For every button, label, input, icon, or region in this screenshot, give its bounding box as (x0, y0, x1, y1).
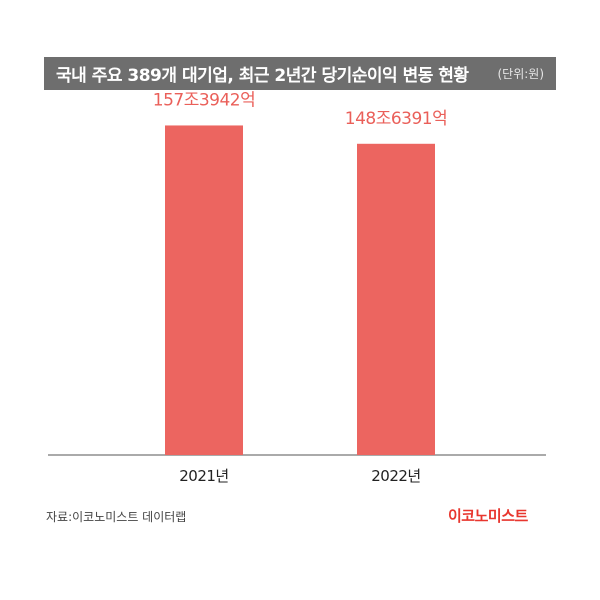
x-tick-label-1: 2021년 (179, 467, 228, 485)
brand-logo: 이코노미스트 (448, 507, 528, 525)
bar-2 (357, 143, 435, 456)
chart-title: 국내 주요 389개 대기업, 최근 2년간 당기순이익 변동 현황 (56, 66, 469, 86)
x-tick-label-2: 2022년 (371, 467, 420, 485)
data-label-1: 157조3942억 (153, 90, 256, 110)
source-note: 자료:이코노미스트 데이터랩 (46, 510, 187, 524)
bar-1 (165, 125, 243, 455)
unit-label: (단위:원) (497, 67, 544, 81)
chart-title-bar: 국내 주요 389개 대기업, 최근 2년간 당기순이익 변동 현황 (단위:원… (44, 57, 556, 90)
data-label-2: 148조6391억 (345, 109, 448, 129)
